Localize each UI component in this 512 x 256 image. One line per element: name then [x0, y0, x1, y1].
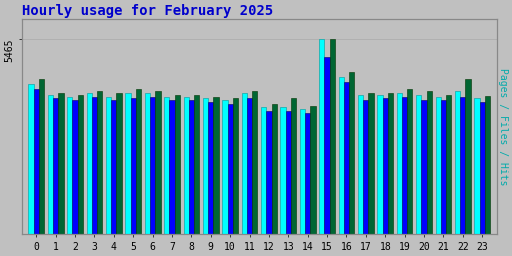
Bar: [164, 97, 169, 234]
Bar: [271, 104, 277, 234]
Bar: [480, 102, 485, 234]
Bar: [319, 39, 325, 234]
Bar: [460, 97, 465, 234]
Bar: [421, 100, 426, 234]
Text: Hourly usage for February 2025: Hourly usage for February 2025: [22, 4, 273, 18]
Bar: [111, 100, 117, 234]
Bar: [208, 102, 214, 234]
Bar: [67, 97, 73, 234]
Bar: [426, 91, 432, 234]
Bar: [310, 105, 315, 234]
Bar: [416, 95, 421, 234]
Bar: [53, 98, 58, 234]
Bar: [131, 98, 136, 234]
Bar: [455, 91, 460, 234]
Bar: [97, 91, 102, 234]
Bar: [325, 57, 330, 234]
Bar: [300, 109, 305, 234]
Bar: [247, 98, 252, 234]
Bar: [150, 97, 155, 234]
Bar: [125, 93, 131, 234]
Bar: [338, 77, 344, 234]
Bar: [474, 98, 480, 234]
Bar: [78, 95, 83, 234]
Bar: [446, 95, 451, 234]
Bar: [233, 98, 238, 234]
Bar: [145, 93, 150, 234]
Bar: [227, 104, 233, 234]
Y-axis label: Pages / Files / Hits: Pages / Files / Hits: [498, 68, 508, 186]
Bar: [369, 93, 374, 234]
Bar: [388, 93, 393, 234]
Bar: [106, 97, 111, 234]
Bar: [291, 98, 296, 234]
Bar: [286, 111, 291, 234]
Bar: [358, 95, 363, 234]
Bar: [117, 93, 122, 234]
Bar: [281, 107, 286, 234]
Bar: [48, 95, 53, 234]
Bar: [407, 89, 413, 234]
Bar: [39, 79, 44, 234]
Bar: [242, 93, 247, 234]
Bar: [34, 89, 39, 234]
Bar: [136, 89, 141, 234]
Bar: [252, 91, 258, 234]
Bar: [194, 95, 199, 234]
Bar: [29, 84, 34, 234]
Bar: [363, 100, 369, 234]
Bar: [397, 93, 402, 234]
Bar: [402, 97, 407, 234]
Bar: [175, 95, 180, 234]
Bar: [485, 95, 490, 234]
Bar: [441, 100, 446, 234]
Bar: [382, 98, 388, 234]
Bar: [349, 72, 354, 234]
Bar: [330, 39, 335, 234]
Bar: [261, 107, 266, 234]
Bar: [266, 111, 271, 234]
Bar: [214, 97, 219, 234]
Bar: [436, 97, 441, 234]
Bar: [189, 100, 194, 234]
Bar: [155, 91, 160, 234]
Bar: [184, 97, 189, 234]
Bar: [344, 82, 349, 234]
Bar: [92, 97, 97, 234]
Bar: [222, 100, 227, 234]
Bar: [73, 100, 78, 234]
Bar: [58, 93, 63, 234]
Bar: [305, 113, 310, 234]
Bar: [465, 79, 471, 234]
Bar: [87, 93, 92, 234]
Bar: [169, 100, 175, 234]
Bar: [203, 98, 208, 234]
Bar: [377, 95, 382, 234]
